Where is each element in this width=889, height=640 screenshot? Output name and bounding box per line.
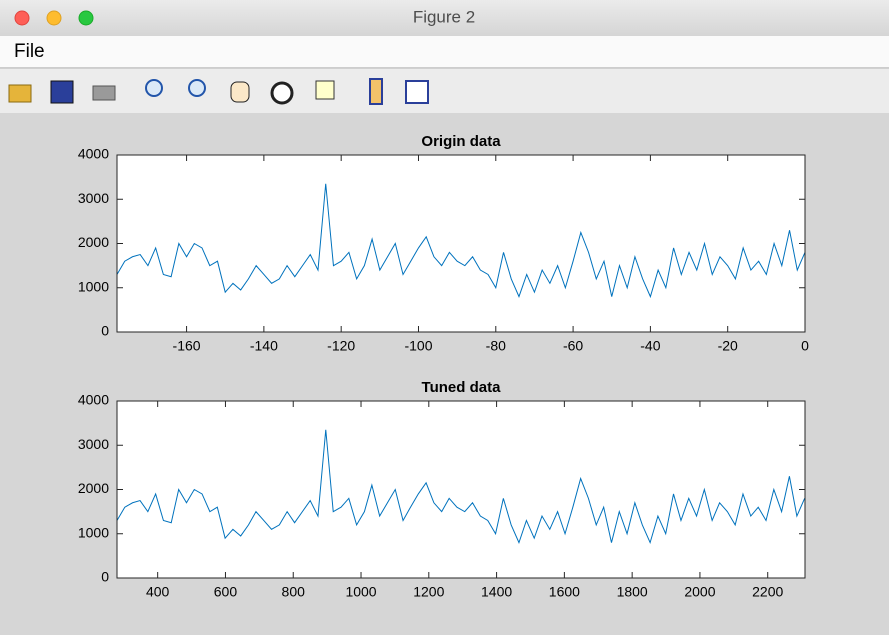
x-tick-label: -160 xyxy=(173,338,201,354)
pan-icon[interactable] xyxy=(230,81,250,103)
x-tick-label: 2200 xyxy=(752,584,783,600)
save-icon[interactable] xyxy=(50,80,74,104)
y-tick-label: 4000 xyxy=(78,146,109,162)
data-cursor-icon[interactable] xyxy=(315,80,335,100)
y-tick-label: 1000 xyxy=(78,524,109,540)
plot-area xyxy=(117,401,805,578)
x-tick-label: -20 xyxy=(718,338,738,354)
y-tick-label: 3000 xyxy=(78,436,109,452)
y-tick-label: 2000 xyxy=(78,480,109,496)
x-tick-label: 1200 xyxy=(413,584,444,600)
x-tick-label: 1800 xyxy=(617,584,648,600)
menu-bar xyxy=(0,36,889,68)
x-tick-label: -80 xyxy=(486,338,506,354)
x-tick-label: -40 xyxy=(640,338,660,354)
menu-item[interactable]: File xyxy=(14,41,45,62)
x-tick-label: -140 xyxy=(250,338,278,354)
x-tick-label: 600 xyxy=(214,584,238,600)
y-tick-label: 2000 xyxy=(78,234,109,250)
x-tick-label: 1400 xyxy=(481,584,512,600)
window-title: Figure 2 xyxy=(413,7,475,26)
data-line xyxy=(116,183,806,299)
y-tick-label: 4000 xyxy=(78,392,109,408)
title-bar xyxy=(0,0,889,36)
plot-area xyxy=(117,155,805,332)
x-tick-label: 400 xyxy=(146,584,170,600)
colorbar-icon[interactable] xyxy=(369,78,383,105)
y-tick-label: 3000 xyxy=(78,190,109,206)
print-icon[interactable] xyxy=(92,85,116,101)
y-tick-label: 1000 xyxy=(78,278,109,294)
x-tick-label: -120 xyxy=(327,338,355,354)
y-tick-label: 0 xyxy=(101,323,109,339)
x-tick-label: -60 xyxy=(563,338,583,354)
x-tick-label: -100 xyxy=(404,338,432,354)
data-line xyxy=(116,429,806,545)
zoom-out-icon[interactable] xyxy=(188,79,206,97)
open-icon[interactable] xyxy=(8,84,32,103)
x-tick-label: 2000 xyxy=(684,584,715,600)
toolbar-icons xyxy=(8,78,429,105)
chart-title: Tuned data xyxy=(422,379,502,396)
y-tick-label: 0 xyxy=(101,569,109,585)
x-tick-label: 1600 xyxy=(549,584,580,600)
axes-box xyxy=(116,154,806,333)
x-tick-label: 0 xyxy=(801,338,809,354)
axes-box xyxy=(116,400,806,579)
chart-title: Origin data xyxy=(421,133,501,150)
x-tick-label: 1000 xyxy=(345,584,376,600)
zoom-button[interactable] xyxy=(78,10,94,26)
zoom-in-icon[interactable] xyxy=(145,79,163,97)
rotate-icon[interactable] xyxy=(270,81,294,105)
legend-icon[interactable] xyxy=(405,80,429,104)
minimize-button[interactable] xyxy=(46,10,62,26)
toolbar xyxy=(0,69,889,113)
x-tick-label: 800 xyxy=(282,584,306,600)
close-button[interactable] xyxy=(14,10,30,26)
